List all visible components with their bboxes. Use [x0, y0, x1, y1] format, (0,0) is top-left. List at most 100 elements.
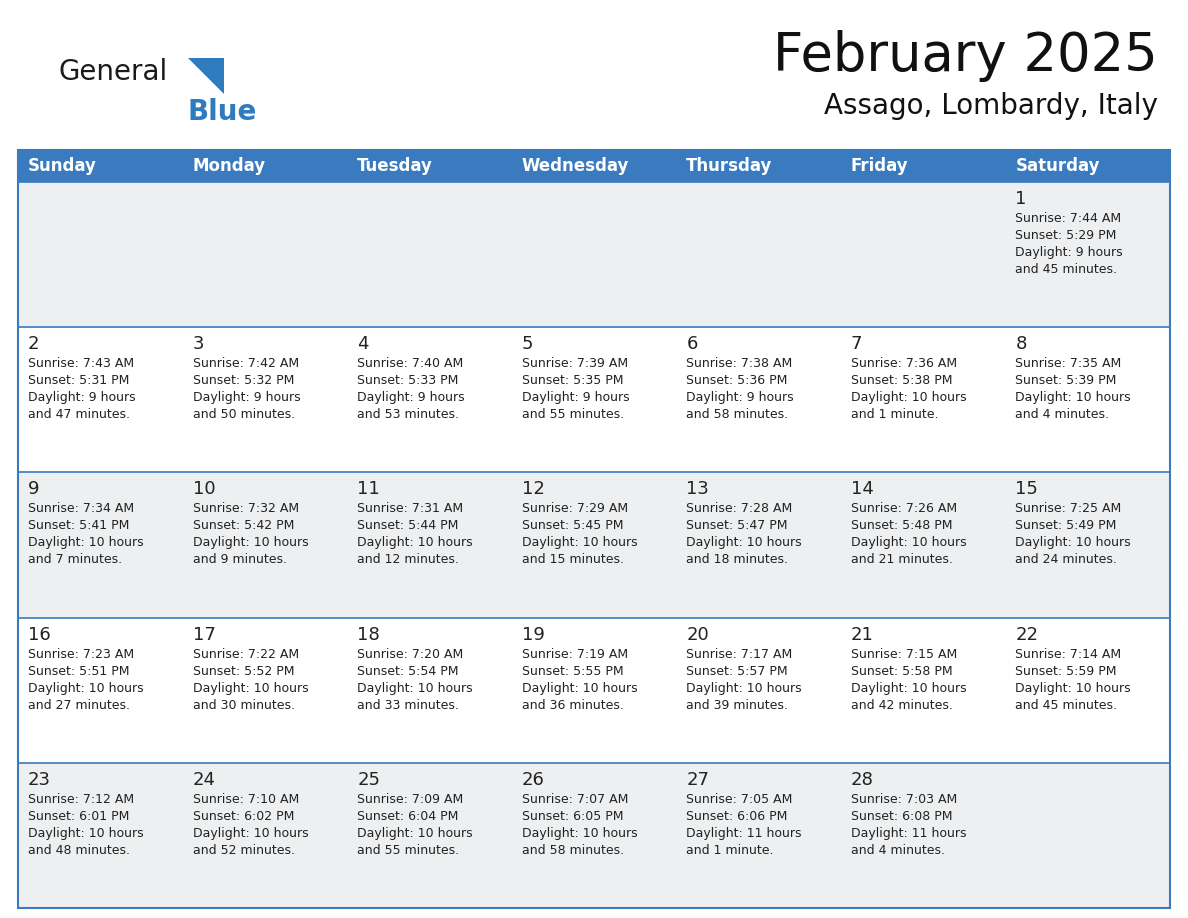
Bar [18, 327, 1170, 473]
Text: and 24 minutes.: and 24 minutes. [1016, 554, 1117, 566]
Text: Daylight: 10 hours: Daylight: 10 hours [358, 536, 473, 549]
Text: 10: 10 [192, 480, 215, 498]
Bar [18, 182, 1170, 327]
Text: and 33 minutes.: and 33 minutes. [358, 699, 459, 711]
Bar [18, 763, 1170, 908]
Text: Thursday: Thursday [687, 157, 772, 175]
Text: Sunset: 6:08 PM: Sunset: 6:08 PM [851, 810, 953, 823]
Text: Daylight: 10 hours: Daylight: 10 hours [522, 681, 637, 695]
Text: Sunrise: 7:20 AM: Sunrise: 7:20 AM [358, 647, 463, 661]
Text: Sunset: 5:36 PM: Sunset: 5:36 PM [687, 375, 788, 387]
Text: Sunrise: 7:42 AM: Sunrise: 7:42 AM [192, 357, 298, 370]
Text: Sunset: 5:52 PM: Sunset: 5:52 PM [192, 665, 295, 677]
Text: and 39 minutes.: and 39 minutes. [687, 699, 788, 711]
Text: Daylight: 10 hours: Daylight: 10 hours [358, 681, 473, 695]
Text: Sunrise: 7:03 AM: Sunrise: 7:03 AM [851, 793, 958, 806]
Text: Sunrise: 7:44 AM: Sunrise: 7:44 AM [1016, 212, 1121, 225]
Text: and 55 minutes.: and 55 minutes. [522, 409, 624, 421]
Text: Daylight: 10 hours: Daylight: 10 hours [29, 536, 144, 549]
Text: Daylight: 10 hours: Daylight: 10 hours [192, 681, 308, 695]
Text: Daylight: 9 hours: Daylight: 9 hours [522, 391, 630, 404]
Bar [18, 150, 1170, 182]
Text: 2: 2 [29, 335, 39, 353]
Text: 7: 7 [851, 335, 862, 353]
Text: 21: 21 [851, 625, 873, 644]
Text: 3: 3 [192, 335, 204, 353]
Text: 17: 17 [192, 625, 215, 644]
Text: Sunset: 5:59 PM: Sunset: 5:59 PM [1016, 665, 1117, 677]
Text: Saturday: Saturday [1016, 157, 1100, 175]
Text: Daylight: 10 hours: Daylight: 10 hours [851, 391, 967, 404]
Text: and 55 minutes.: and 55 minutes. [358, 844, 460, 856]
Text: Blue: Blue [188, 98, 258, 126]
Text: and 48 minutes.: and 48 minutes. [29, 844, 129, 856]
Text: Sunset: 5:29 PM: Sunset: 5:29 PM [1016, 229, 1117, 242]
Text: Sunrise: 7:17 AM: Sunrise: 7:17 AM [687, 647, 792, 661]
Text: Sunset: 5:41 PM: Sunset: 5:41 PM [29, 520, 129, 532]
Text: 8: 8 [1016, 335, 1026, 353]
Text: Daylight: 9 hours: Daylight: 9 hours [29, 391, 135, 404]
Bar [18, 473, 1170, 618]
Text: Daylight: 9 hours: Daylight: 9 hours [192, 391, 301, 404]
Text: Daylight: 10 hours: Daylight: 10 hours [192, 827, 308, 840]
Polygon shape [188, 58, 225, 94]
Text: and 18 minutes.: and 18 minutes. [687, 554, 789, 566]
Text: and 45 minutes.: and 45 minutes. [1016, 699, 1118, 711]
Text: Sunset: 5:38 PM: Sunset: 5:38 PM [851, 375, 953, 387]
Text: Sunset: 5:48 PM: Sunset: 5:48 PM [851, 520, 953, 532]
Text: Sunset: 5:47 PM: Sunset: 5:47 PM [687, 520, 788, 532]
Text: Daylight: 10 hours: Daylight: 10 hours [851, 536, 967, 549]
Text: Sunset: 6:01 PM: Sunset: 6:01 PM [29, 810, 129, 823]
Text: General: General [58, 58, 168, 86]
Text: Daylight: 10 hours: Daylight: 10 hours [522, 536, 637, 549]
Text: Sunrise: 7:28 AM: Sunrise: 7:28 AM [687, 502, 792, 515]
Text: 26: 26 [522, 771, 544, 789]
Text: Sunset: 5:57 PM: Sunset: 5:57 PM [687, 665, 788, 677]
Text: Sunrise: 7:40 AM: Sunrise: 7:40 AM [358, 357, 463, 370]
Bar [18, 150, 1170, 908]
Text: Sunrise: 7:39 AM: Sunrise: 7:39 AM [522, 357, 627, 370]
Text: Daylight: 9 hours: Daylight: 9 hours [1016, 246, 1123, 259]
Text: Daylight: 9 hours: Daylight: 9 hours [358, 391, 465, 404]
Text: Sunset: 5:44 PM: Sunset: 5:44 PM [358, 520, 459, 532]
Text: Daylight: 9 hours: Daylight: 9 hours [687, 391, 794, 404]
Text: Sunrise: 7:26 AM: Sunrise: 7:26 AM [851, 502, 958, 515]
Text: Sunrise: 7:35 AM: Sunrise: 7:35 AM [1016, 357, 1121, 370]
Text: 28: 28 [851, 771, 873, 789]
Bar [18, 618, 1170, 763]
Text: Sunrise: 7:32 AM: Sunrise: 7:32 AM [192, 502, 298, 515]
Text: Daylight: 10 hours: Daylight: 10 hours [851, 681, 967, 695]
Text: Sunrise: 7:15 AM: Sunrise: 7:15 AM [851, 647, 958, 661]
Text: Daylight: 10 hours: Daylight: 10 hours [1016, 391, 1131, 404]
Text: and 12 minutes.: and 12 minutes. [358, 554, 459, 566]
Text: Sunday: Sunday [29, 157, 97, 175]
Text: Assago, Lombardy, Italy: Assago, Lombardy, Italy [824, 92, 1158, 120]
Text: and 27 minutes.: and 27 minutes. [29, 699, 129, 711]
Text: and 42 minutes.: and 42 minutes. [851, 699, 953, 711]
Text: Daylight: 10 hours: Daylight: 10 hours [522, 827, 637, 840]
Text: Sunset: 5:45 PM: Sunset: 5:45 PM [522, 520, 624, 532]
Text: and 50 minutes.: and 50 minutes. [192, 409, 295, 421]
Text: Daylight: 10 hours: Daylight: 10 hours [192, 536, 308, 549]
Text: Sunset: 6:04 PM: Sunset: 6:04 PM [358, 810, 459, 823]
Text: and 4 minutes.: and 4 minutes. [1016, 409, 1110, 421]
Text: and 7 minutes.: and 7 minutes. [29, 554, 122, 566]
Text: and 52 minutes.: and 52 minutes. [192, 844, 295, 856]
Text: 25: 25 [358, 771, 380, 789]
Text: Sunrise: 7:23 AM: Sunrise: 7:23 AM [29, 647, 134, 661]
Text: Sunrise: 7:19 AM: Sunrise: 7:19 AM [522, 647, 627, 661]
Text: 4: 4 [358, 335, 368, 353]
Text: 22: 22 [1016, 625, 1038, 644]
Text: Sunrise: 7:07 AM: Sunrise: 7:07 AM [522, 793, 628, 806]
Text: Sunrise: 7:34 AM: Sunrise: 7:34 AM [29, 502, 134, 515]
Text: Daylight: 10 hours: Daylight: 10 hours [1016, 681, 1131, 695]
Text: 6: 6 [687, 335, 697, 353]
Text: Sunset: 5:58 PM: Sunset: 5:58 PM [851, 665, 953, 677]
Text: 18: 18 [358, 625, 380, 644]
Text: Sunset: 5:55 PM: Sunset: 5:55 PM [522, 665, 624, 677]
Text: Sunrise: 7:36 AM: Sunrise: 7:36 AM [851, 357, 958, 370]
Text: Daylight: 10 hours: Daylight: 10 hours [29, 681, 144, 695]
Text: and 53 minutes.: and 53 minutes. [358, 409, 459, 421]
Text: Sunset: 5:54 PM: Sunset: 5:54 PM [358, 665, 459, 677]
Text: Sunset: 5:33 PM: Sunset: 5:33 PM [358, 375, 459, 387]
